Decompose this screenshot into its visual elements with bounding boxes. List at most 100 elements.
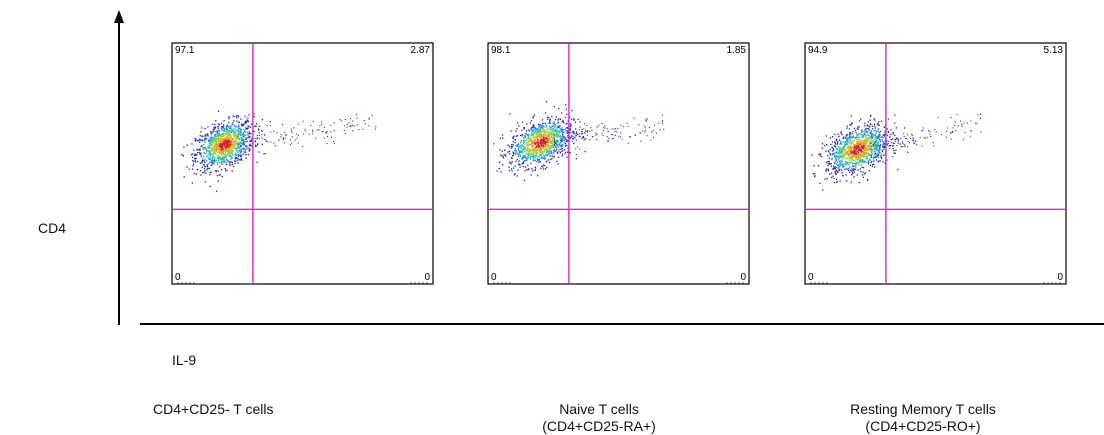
- data-point: [368, 117, 370, 119]
- data-point: [512, 138, 514, 140]
- data-point: [240, 141, 242, 144]
- data-point: [553, 135, 555, 137]
- data-point: [216, 157, 218, 159]
- data-point: [572, 138, 574, 140]
- data-point: [591, 129, 593, 131]
- data-point: [554, 133, 557, 135]
- data-point: [873, 148, 875, 150]
- data-point: [562, 136, 564, 138]
- data-point: [857, 161, 859, 163]
- data-point: [838, 139, 841, 141]
- data-point: [212, 162, 215, 164]
- data-point: [514, 147, 517, 150]
- data-point: [550, 135, 552, 137]
- data-point: [853, 163, 856, 165]
- data-point: [826, 144, 828, 146]
- data-point: [534, 142, 537, 144]
- data-point: [576, 133, 578, 135]
- data-point: [851, 140, 853, 142]
- data-point: [253, 112, 255, 115]
- data-point: [264, 134, 266, 136]
- data-point: [838, 146, 840, 148]
- data-point: [856, 156, 858, 158]
- data-point: [844, 137, 847, 139]
- data-point: [882, 144, 884, 146]
- data-point: [510, 163, 512, 165]
- data-point: [575, 148, 577, 150]
- data-point: [852, 172, 854, 175]
- data-point: [868, 151, 870, 153]
- quadrant-upper-left-value: 98.1: [491, 45, 511, 56]
- group-label-line: Resting Memory T cells: [850, 401, 996, 417]
- data-point: [527, 164, 529, 166]
- data-point: [512, 144, 514, 146]
- data-point: [269, 125, 271, 127]
- data-point: [213, 151, 215, 153]
- data-point: [230, 134, 232, 137]
- data-point: [865, 157, 867, 160]
- data-point: [193, 163, 195, 165]
- data-point: [851, 151, 854, 153]
- data-point: [829, 154, 831, 156]
- data-point: [242, 141, 244, 143]
- data-point: [240, 150, 243, 153]
- data-point: [224, 133, 226, 135]
- data-point: [523, 146, 526, 148]
- data-point: [552, 122, 554, 124]
- data-point: [566, 156, 568, 158]
- data-point: [540, 144, 542, 146]
- data-point: [544, 130, 546, 132]
- data-point: [211, 161, 213, 163]
- data-point: [544, 126, 546, 128]
- data-point: [221, 140, 223, 143]
- data-point: [883, 148, 885, 150]
- data-point: [849, 132, 852, 134]
- data-point: [512, 155, 514, 157]
- data-point: [528, 147, 530, 149]
- data-point: [204, 158, 206, 160]
- data-point: [517, 163, 520, 165]
- data-point: [511, 170, 513, 172]
- data-point: [239, 128, 241, 130]
- data-point: [343, 129, 345, 131]
- data-point: [850, 151, 852, 154]
- data-point: [530, 135, 533, 137]
- data-point: [542, 164, 545, 166]
- data-point: [550, 158, 552, 161]
- data-point: [224, 160, 226, 162]
- data-point: [541, 165, 543, 167]
- data-point: [863, 142, 865, 145]
- data-point: [529, 153, 531, 155]
- data-point: [217, 142, 219, 145]
- data-point: [550, 150, 552, 152]
- data-point: [213, 152, 215, 155]
- data-point: [897, 168, 899, 171]
- data-point: [567, 135, 569, 137]
- data-point: [530, 141, 532, 143]
- data-point: [512, 136, 514, 138]
- data-point: [847, 151, 849, 154]
- data-point: [536, 137, 538, 139]
- data-point: [554, 136, 556, 138]
- data-point: [838, 149, 841, 151]
- data-point: [216, 137, 218, 139]
- data-point: [873, 163, 875, 165]
- data-point: [540, 141, 542, 143]
- data-point: [866, 142, 868, 144]
- data-point: [852, 142, 854, 144]
- data-point: [817, 165, 820, 167]
- data-point: [237, 151, 239, 153]
- data-point: [629, 136, 631, 138]
- data-point: [554, 146, 556, 148]
- data-point: [541, 140, 543, 142]
- data-point: [220, 140, 222, 142]
- data-point: [198, 152, 201, 154]
- data-point: [518, 163, 520, 165]
- data-point: [520, 140, 522, 142]
- data-point: [524, 137, 526, 139]
- data-point: [870, 132, 872, 135]
- data-point: [861, 161, 863, 164]
- data-point: [239, 138, 241, 140]
- data-point: [218, 123, 221, 126]
- data-point: [231, 143, 233, 145]
